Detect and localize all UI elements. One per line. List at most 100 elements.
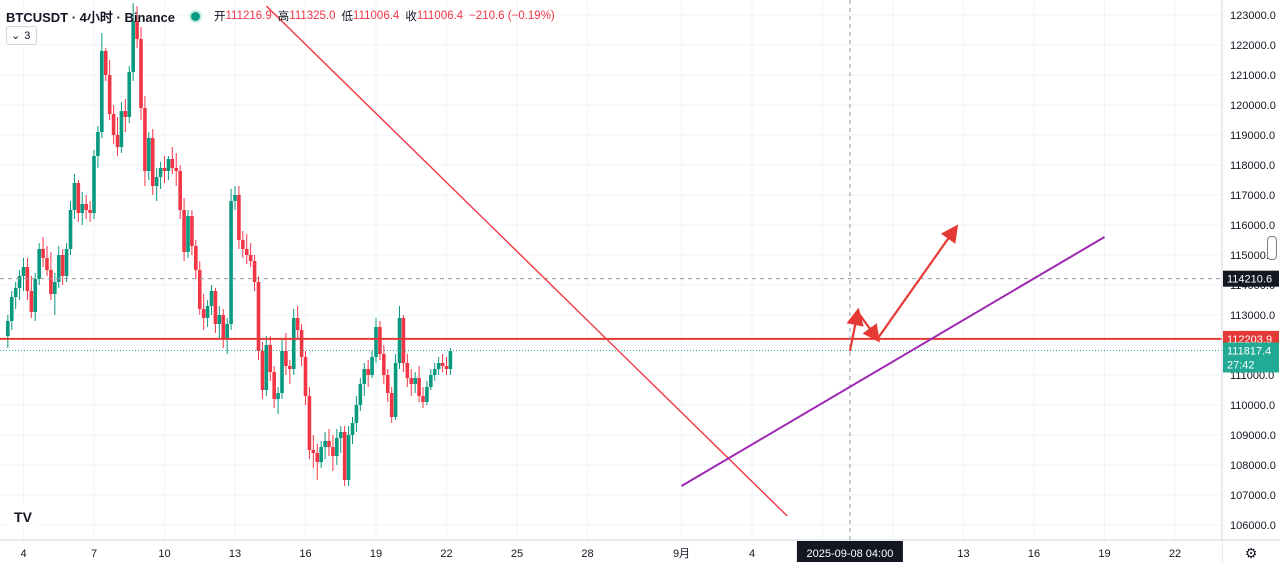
candle-body: [280, 351, 284, 393]
candle-body: [291, 318, 296, 369]
candle-body: [436, 363, 441, 369]
price-tick-label: 120000.0: [1230, 100, 1276, 112]
candle-body: [197, 270, 202, 309]
price-tick-label: 123000.0: [1230, 10, 1276, 22]
price-tick-label: 115000.0: [1230, 250, 1275, 262]
time-tick-label: 22: [1169, 548, 1181, 560]
open-label: 开: [214, 11, 226, 23]
candle-body: [37, 249, 41, 279]
candle-body: [342, 432, 347, 480]
symbol-title[interactable]: BTCUSDT · 4小时 · Binance: [6, 9, 176, 25]
candle-body: [421, 396, 425, 402]
candle-body: [401, 318, 406, 363]
candle-body: [233, 195, 237, 201]
candle-body: [56, 255, 61, 282]
price-tick-label: 119000.0: [1230, 130, 1275, 142]
price-scale-handle[interactable]: [1267, 236, 1277, 260]
time-tick-label: 16: [1028, 548, 1040, 560]
candle-body: [346, 435, 351, 480]
candle-body: [440, 363, 445, 366]
candle-body: [162, 168, 167, 171]
gear-icon[interactable]: ⚙: [1244, 544, 1258, 561]
candle-body: [76, 183, 81, 213]
candle-body: [393, 363, 398, 417]
candle-body: [323, 441, 327, 447]
last-price-badge-bg: [1223, 342, 1279, 373]
candle-body: [29, 291, 34, 312]
candle-body: [174, 168, 179, 171]
candle-body: [45, 258, 49, 270]
candle-body: [190, 216, 194, 246]
candle-body: [49, 270, 53, 294]
candle-body: [88, 210, 92, 213]
crosshair-time-badge-bg: [796, 541, 903, 562]
candle-body: [307, 396, 312, 450]
candle-body: [107, 75, 112, 114]
candle-body: [311, 450, 316, 453]
candle-body: [53, 282, 57, 294]
candle-body: [448, 351, 453, 369]
tradingview-logo-icon[interactable]: TV: [8, 504, 38, 530]
time-tick-label: 7: [91, 548, 97, 560]
candle-body: [248, 255, 253, 261]
candle-body: [166, 159, 171, 171]
high-value: 111325.0: [289, 10, 336, 22]
candle-body: [103, 51, 108, 75]
candle-body: [260, 351, 265, 390]
candle-body: [350, 423, 355, 435]
candle-body: [221, 315, 226, 339]
candle-body: [358, 384, 363, 405]
crosshair-price-label: 114210.6: [1227, 274, 1272, 286]
crosshair-price-label-bg: [1223, 270, 1279, 287]
time-tick-label: 25: [511, 548, 523, 560]
time-tick-label: 4: [749, 548, 755, 560]
candle-body: [409, 378, 414, 384]
candle-body: [425, 387, 429, 402]
candle-body: [338, 432, 343, 438]
candle-body: [182, 210, 186, 252]
candle-body: [150, 138, 155, 186]
projection-arrow: [856, 311, 880, 343]
candle-body: [413, 378, 417, 384]
time-tick-label: 9月: [673, 548, 690, 560]
price-tick-label: 108000.0: [1230, 460, 1276, 472]
candle-body: [366, 369, 370, 375]
candle-body: [374, 327, 378, 357]
candle-body: [295, 318, 300, 330]
price-tick-label: 118000.0: [1230, 160, 1275, 172]
candle-body: [217, 315, 222, 324]
indicators-toggle[interactable]: ⌄ 3: [6, 26, 38, 45]
candle-body: [268, 345, 273, 372]
candle-body: [201, 309, 206, 318]
low-label: 低: [341, 11, 354, 23]
candle-body: [147, 138, 151, 171]
candle-body: [241, 240, 245, 249]
candle-body: [225, 324, 229, 339]
candle-body: [405, 363, 410, 378]
price-tick-label: 110000.0: [1230, 400, 1275, 412]
candle-body: [96, 132, 100, 156]
candle-body: [354, 405, 359, 423]
candle-body: [154, 177, 159, 186]
candle-body: [252, 261, 257, 282]
candle-body: [194, 246, 198, 270]
candle-body: [6, 321, 10, 336]
candle-body: [385, 375, 390, 393]
candle-body: [13, 288, 18, 297]
price-tick-label: 113000.0: [1230, 310, 1275, 322]
descending-trendline: [265, 5, 788, 517]
candle-body: [84, 204, 88, 210]
candle-body: [264, 345, 269, 390]
ascending-support-line: [680, 236, 1106, 487]
time-tick-label: 13: [229, 548, 241, 560]
candle-body: [158, 168, 163, 177]
candle-body: [60, 255, 65, 276]
candle-body: [244, 249, 249, 255]
candle-body: [335, 438, 339, 456]
candle-body: [284, 351, 288, 366]
market-status-icon: [191, 11, 201, 21]
candle-body: [229, 201, 233, 324]
candle-body: [9, 297, 14, 321]
countdown-label: 27:42: [1227, 359, 1255, 371]
